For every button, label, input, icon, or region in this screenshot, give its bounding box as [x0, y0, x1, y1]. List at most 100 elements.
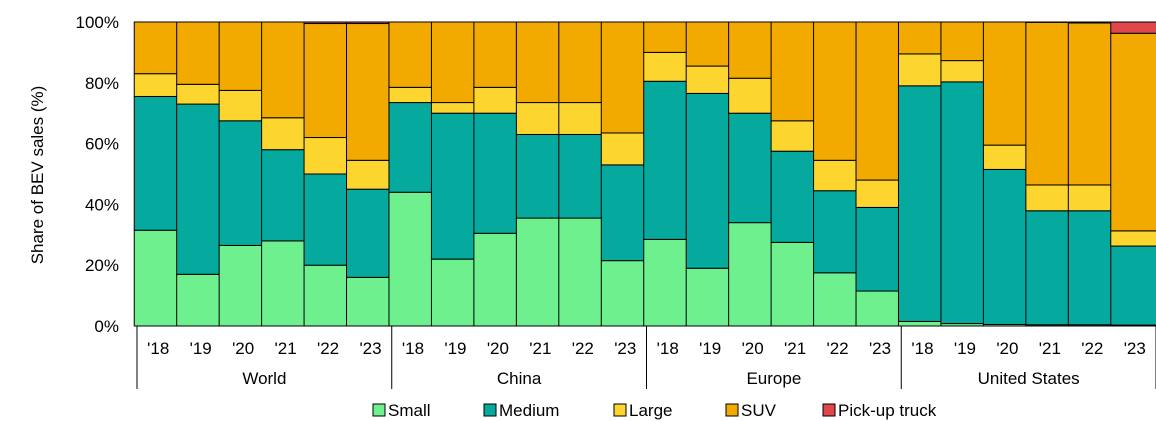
bar-segment — [600, 21, 650, 134]
bar-segment — [770, 21, 820, 122]
x-tick-label: '22 — [1081, 339, 1103, 358]
bar-segment — [303, 264, 353, 327]
bar-segment — [897, 85, 947, 322]
y-axis-label: Share of BEV sales (%) — [28, 86, 47, 265]
bar-segment — [855, 179, 905, 208]
bar-segment — [430, 21, 480, 104]
legend-label: SUV — [741, 401, 777, 420]
x-tick-label: '20 — [742, 339, 764, 358]
y-tick-label: 0% — [94, 317, 119, 336]
bar-segment — [303, 173, 353, 266]
group-label: Europe — [746, 369, 801, 388]
x-tick-label: '18 — [657, 339, 679, 358]
bar-segment — [1110, 32, 1156, 232]
bar-segment — [218, 120, 268, 246]
bar-segment — [813, 272, 863, 327]
bar-segment — [515, 133, 565, 219]
x-tick-label: '23 — [1124, 339, 1146, 358]
bar-segment — [982, 144, 1032, 170]
bar-segment — [261, 21, 311, 119]
bar-segment — [388, 86, 438, 104]
x-tick-label: '22 — [572, 339, 594, 358]
bar-segment — [473, 86, 523, 114]
x-tick-label: '21 — [1039, 339, 1061, 358]
bar-segment — [982, 21, 1032, 146]
bar-segment — [728, 77, 778, 114]
bar-segment — [133, 73, 183, 97]
bar-segment — [770, 150, 820, 243]
bar-segment — [1067, 21, 1117, 24]
bar-segment — [600, 132, 650, 166]
bar-segment — [600, 260, 650, 327]
y-tick-label: 40% — [85, 195, 119, 214]
legend-swatch — [725, 403, 739, 417]
bar-segment — [388, 102, 438, 193]
bar-segment — [643, 238, 693, 327]
x-tick-label: '19 — [190, 339, 212, 358]
bar-segment — [1025, 21, 1075, 186]
bar-segment — [558, 133, 608, 219]
legend-swatch — [372, 403, 386, 417]
bar-segment — [176, 21, 226, 85]
bar-segment — [430, 112, 480, 260]
bar-segment — [133, 229, 183, 327]
group-label: China — [497, 369, 542, 388]
x-tick-label: '18 — [402, 339, 424, 358]
legend-swatch — [822, 403, 836, 417]
bar-segment — [176, 83, 226, 105]
bar-segment — [897, 53, 947, 87]
bar-segment — [261, 149, 311, 242]
bar-segment — [855, 206, 905, 292]
bar-segment — [430, 258, 480, 327]
bar-segment — [303, 23, 353, 139]
bar-segment — [346, 159, 396, 190]
legend-label: Large — [629, 401, 672, 420]
legend-label: Medium — [499, 401, 559, 420]
bar-segment — [1110, 245, 1156, 326]
bar-segment — [940, 81, 990, 325]
bar-segment — [346, 188, 396, 278]
bar-segment — [346, 21, 396, 25]
bar-segment — [558, 21, 608, 104]
bar-segment — [770, 120, 820, 152]
legend-swatch — [613, 403, 627, 417]
x-tick-label: '20 — [996, 339, 1018, 358]
y-tick-label: 100% — [76, 13, 119, 32]
x-tick-label: '21 — [275, 339, 297, 358]
bar-segment — [473, 21, 523, 88]
x-tick-label: '18 — [911, 339, 933, 358]
bar-segment — [855, 290, 905, 327]
group-label: World — [242, 369, 286, 388]
bar-segment — [685, 267, 735, 327]
bar-segment — [1110, 21, 1156, 34]
bar-segment — [855, 21, 905, 181]
bar-segment — [728, 21, 778, 79]
bar-segment — [940, 21, 990, 62]
bar-segment — [473, 112, 523, 234]
x-tick-label: '20 — [487, 339, 509, 358]
bar-segment — [133, 21, 183, 75]
legend-swatch — [483, 403, 497, 417]
bar-segment — [1110, 230, 1156, 247]
x-tick-label: '22 — [317, 339, 339, 358]
bar-segment — [813, 159, 863, 192]
bar-segment — [685, 65, 735, 94]
bar-segment — [1025, 210, 1075, 326]
bar-segment — [388, 191, 438, 327]
bar-segment — [218, 21, 268, 91]
bar-segment — [558, 102, 608, 135]
group-label: United States — [978, 369, 1080, 388]
legend-label: Small — [388, 401, 431, 420]
bar-segment — [897, 320, 947, 327]
x-tick-label: '19 — [699, 339, 721, 358]
bar-segment — [643, 51, 693, 82]
bar-segment — [1067, 22, 1117, 186]
x-tick-label: '23 — [614, 339, 636, 358]
x-tick-label: '21 — [529, 339, 551, 358]
bar-segment — [940, 60, 990, 83]
bar-segment — [346, 276, 396, 327]
bar-segment — [218, 89, 268, 122]
bar-segment — [430, 102, 480, 114]
legend-label: Pick-up truck — [838, 401, 937, 420]
bar-segment — [685, 92, 735, 269]
